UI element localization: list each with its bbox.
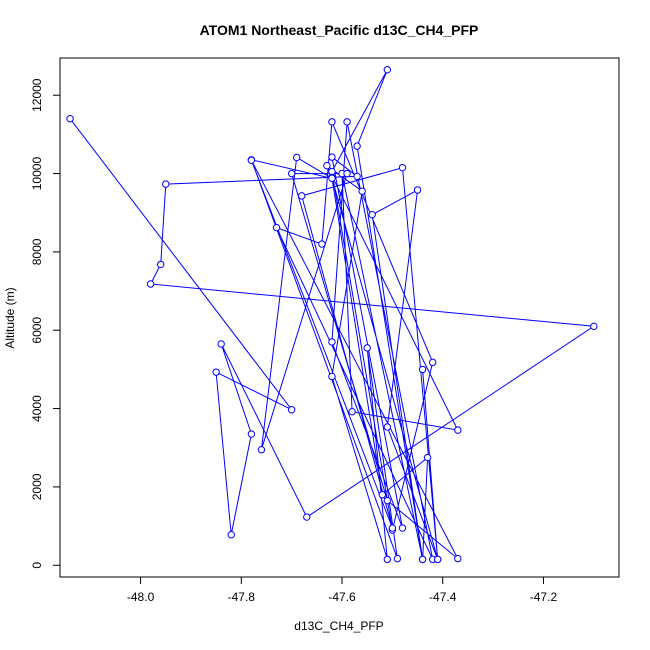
data-point bbox=[413, 186, 422, 194]
data-point bbox=[383, 423, 392, 431]
data-point bbox=[454, 426, 462, 434]
data-point bbox=[353, 142, 361, 150]
data-point bbox=[287, 406, 296, 414]
data-point bbox=[418, 365, 427, 374]
data-point bbox=[348, 408, 356, 416]
data-point bbox=[292, 153, 301, 162]
data-point bbox=[343, 169, 351, 178]
y-tick-label: 8000 bbox=[30, 238, 44, 265]
data-point bbox=[363, 344, 371, 352]
y-tick-label: 4000 bbox=[30, 395, 44, 422]
data-point bbox=[378, 491, 387, 499]
data-point bbox=[287, 169, 296, 178]
data-point bbox=[247, 430, 256, 438]
data-point bbox=[393, 554, 402, 563]
data-point bbox=[328, 372, 336, 381]
data-point bbox=[353, 172, 361, 180]
data-point bbox=[162, 180, 170, 188]
data-point bbox=[418, 555, 427, 564]
data-point bbox=[423, 453, 432, 462]
x-axis-label: d13C_CH4_PFP bbox=[294, 619, 383, 633]
x-tick-label: -47.2 bbox=[530, 590, 558, 604]
x-tick-label: -48.0 bbox=[127, 590, 155, 604]
data-point bbox=[388, 524, 397, 532]
data-point bbox=[454, 554, 462, 563]
data-point bbox=[328, 153, 336, 161]
data-point bbox=[358, 187, 366, 195]
data-point bbox=[343, 118, 351, 126]
data-point bbox=[303, 513, 311, 521]
data-point bbox=[328, 338, 336, 346]
y-tick-label: 6000 bbox=[30, 317, 44, 344]
data-point bbox=[428, 358, 437, 367]
data-point bbox=[398, 163, 407, 172]
data-point bbox=[217, 340, 225, 348]
y-tick-label: 10000 bbox=[30, 157, 44, 191]
data-point bbox=[247, 156, 256, 164]
data-point bbox=[383, 555, 392, 564]
y-axis: 0 2000 4000 6000 8000 10000 12000 bbox=[30, 78, 60, 569]
data-point bbox=[298, 192, 306, 200]
data-point bbox=[434, 555, 442, 564]
y-axis-label: Altitude (m) bbox=[3, 287, 17, 348]
x-axis: -48.0 -47.8 -47.6 -47.4 -47.2 bbox=[127, 577, 558, 604]
chart-title: ATOM1 Northeast_Pacific d13C_CH4_PFP bbox=[200, 22, 479, 38]
x-tick-label: -47.6 bbox=[328, 590, 356, 604]
data-point bbox=[323, 162, 331, 170]
y-tick-label: 12000 bbox=[30, 78, 44, 112]
x-tick-label: -47.4 bbox=[429, 590, 457, 604]
series-points bbox=[66, 66, 598, 564]
data-point bbox=[328, 118, 336, 126]
data-point bbox=[157, 260, 165, 269]
data-point bbox=[383, 496, 392, 505]
data-point bbox=[227, 530, 235, 539]
y-tick-label: 2000 bbox=[30, 473, 44, 500]
data-point bbox=[66, 115, 74, 123]
data-point bbox=[383, 66, 392, 74]
data-point bbox=[398, 524, 407, 532]
data-point bbox=[272, 223, 281, 232]
y-tick-label: 0 bbox=[30, 562, 44, 569]
x-tick-label: -47.8 bbox=[228, 590, 256, 604]
data-point bbox=[146, 280, 155, 288]
data-point bbox=[318, 240, 326, 248]
data-point bbox=[590, 322, 598, 331]
series-line bbox=[69, 69, 596, 560]
data-point bbox=[212, 368, 220, 376]
plot-area-frame bbox=[59, 57, 620, 578]
series-path bbox=[69, 69, 596, 560]
data-point bbox=[257, 445, 266, 454]
data-point bbox=[368, 210, 376, 219]
data-point bbox=[328, 174, 336, 182]
